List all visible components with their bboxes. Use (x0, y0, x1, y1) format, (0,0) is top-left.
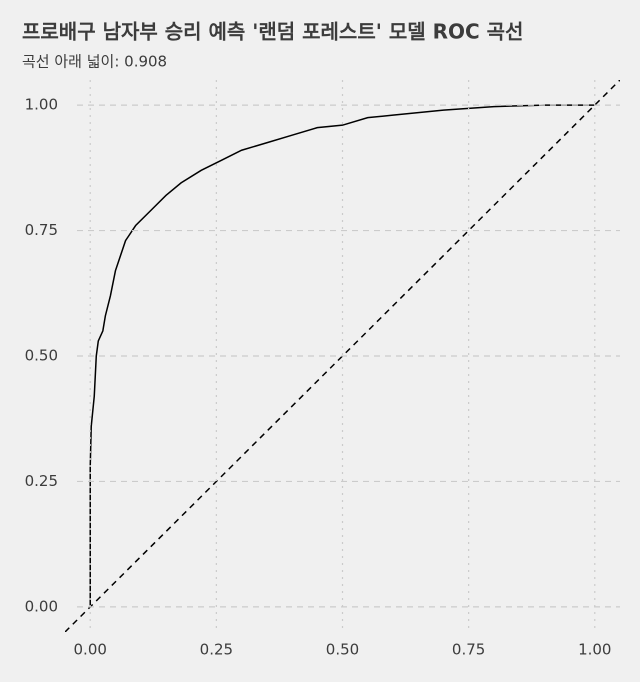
x-tick-label: 0.00 (74, 641, 107, 659)
x-tick-label: 0.25 (200, 641, 233, 659)
chart-title: 프로배구 남자부 승리 예측 '랜덤 포레스트' 모델 ROC 곡선 (22, 20, 523, 44)
reference-line (65, 80, 620, 632)
y-tick-label: 0.75 (25, 221, 58, 239)
y-tick-label: 0.50 (25, 347, 58, 365)
plot-area (65, 80, 620, 632)
roc-curve (89, 104, 595, 607)
x-tick-label: 0.50 (326, 641, 359, 659)
y-tick-label: 0.25 (25, 472, 58, 490)
x-tick-label: 1.00 (578, 641, 611, 659)
y-tick-label: 0.00 (25, 597, 58, 615)
y-tick-label: 1.00 (25, 96, 58, 114)
chart-subtitle: 곡선 아래 넓이: 0.908 (22, 53, 167, 71)
x-tick-label: 0.75 (452, 641, 485, 659)
